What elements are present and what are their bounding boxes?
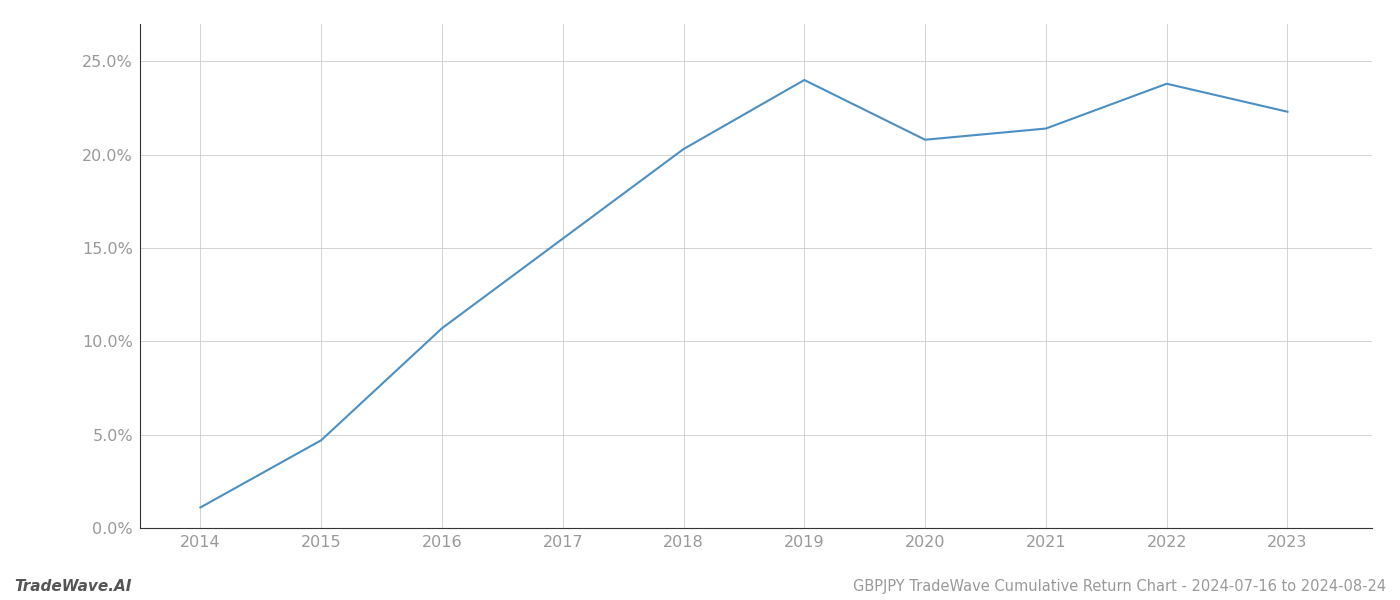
- Text: GBPJPY TradeWave Cumulative Return Chart - 2024-07-16 to 2024-08-24: GBPJPY TradeWave Cumulative Return Chart…: [853, 579, 1386, 594]
- Text: TradeWave.AI: TradeWave.AI: [14, 579, 132, 594]
